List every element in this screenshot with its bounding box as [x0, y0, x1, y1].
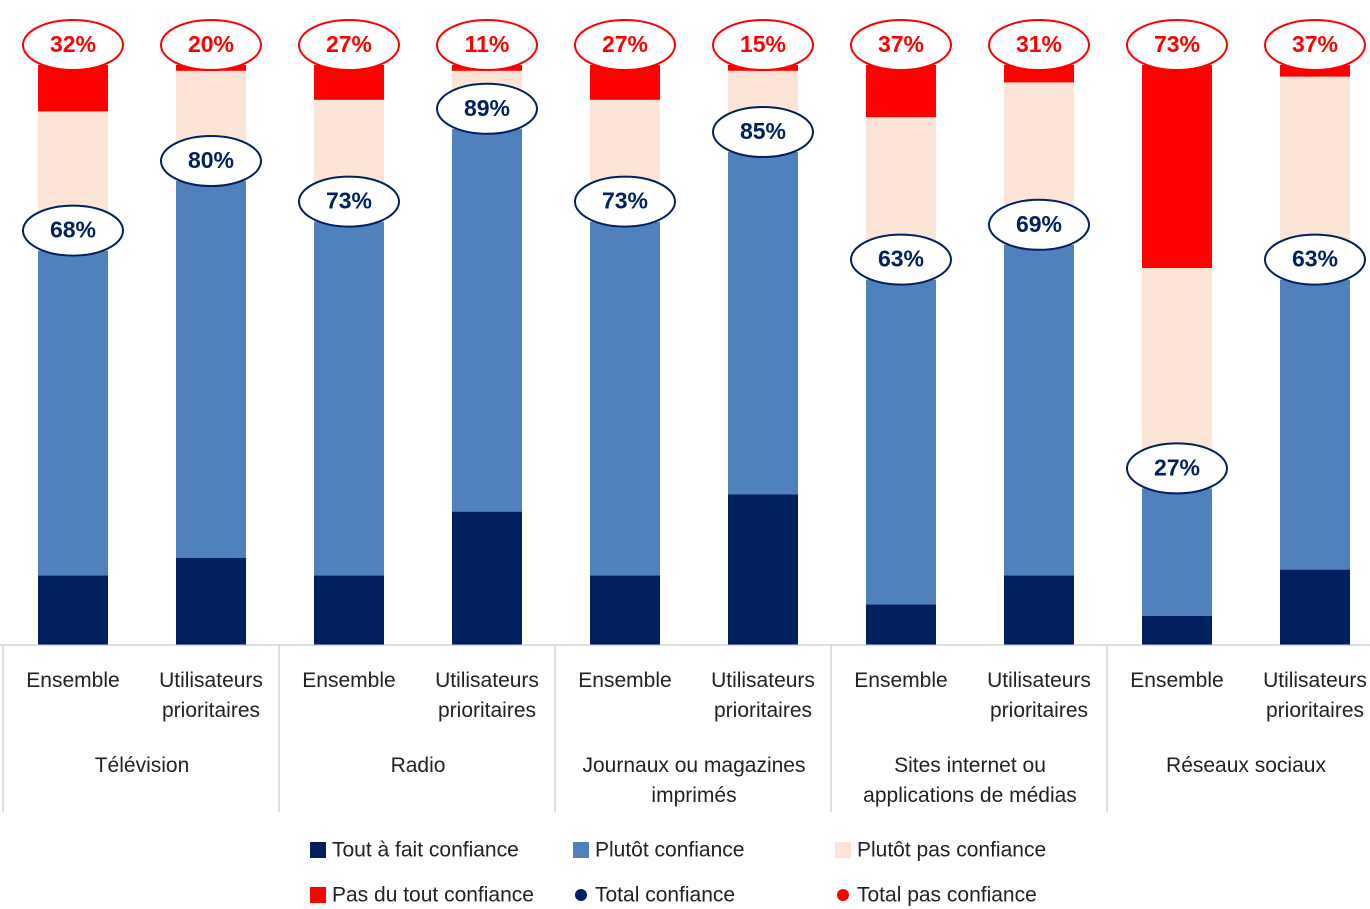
total-marker: [1264, 19, 1366, 71]
total-marker: [22, 19, 124, 71]
value-label: 85%: [740, 118, 786, 144]
bar-segment: [452, 128, 522, 512]
value-label: 73%: [1154, 31, 1200, 57]
value-label: 37%: [878, 31, 924, 57]
x-tick-label: Utilisateurs prioritaires: [987, 669, 1091, 722]
bar-segment: [38, 575, 108, 645]
bar-segment: [1280, 279, 1350, 570]
value-label: 27%: [602, 31, 648, 57]
value-label: 80%: [188, 147, 234, 173]
bar-segment: [728, 494, 798, 645]
total-marker: [1264, 233, 1366, 286]
group-label: Télévision: [94, 754, 190, 777]
value-label: 11%: [465, 31, 510, 57]
value-label: 15%: [740, 31, 786, 57]
total-marker: [574, 19, 676, 71]
total-marker: [988, 198, 1090, 251]
value-label: 89%: [464, 95, 510, 121]
total-marker: [160, 135, 262, 187]
total-marker: [298, 175, 400, 228]
legend-swatch: [835, 842, 851, 858]
bar-segment: [866, 65, 936, 118]
value-label: 20%: [188, 31, 234, 57]
bar-segment: [314, 575, 384, 645]
bar-segment: [176, 181, 246, 558]
value-label: 73%: [326, 188, 372, 214]
legend-label: Total confiance: [595, 884, 735, 907]
group-label: Sites internet ou applications de médias: [863, 754, 1077, 807]
total-marker: [1126, 442, 1228, 495]
x-tick-label: Ensemble: [26, 669, 120, 692]
total-marker: [850, 19, 952, 71]
value-label: 63%: [1292, 246, 1338, 272]
total-marker: [160, 19, 262, 71]
legend-swatch: [310, 887, 326, 903]
x-tick-label: Ensemble: [302, 669, 396, 692]
bar-segment: [1004, 575, 1074, 645]
legend-swatch: [837, 889, 849, 901]
group-label: Réseaux sociaux: [1166, 754, 1326, 777]
x-tick-label: Utilisateurs prioritaires: [1263, 669, 1367, 722]
bar-segment: [866, 279, 936, 605]
total-marker: [22, 204, 124, 257]
x-tick-label: Utilisateurs prioritaires: [711, 669, 815, 722]
bar-segment: [1142, 616, 1212, 645]
legend-label: Tout à fait confiance: [332, 839, 519, 862]
bar-segment: [314, 221, 384, 576]
x-tick-label: Ensemble: [578, 669, 672, 692]
total-marker: [436, 19, 538, 71]
x-tick-label: Utilisateurs prioritaires: [435, 669, 539, 722]
value-label: 73%: [602, 188, 648, 214]
bar-segment: [1142, 488, 1212, 616]
value-label: 27%: [1154, 454, 1200, 480]
bar-segment: [1142, 65, 1212, 268]
total-marker: [574, 175, 676, 228]
bar-segment: [1280, 569, 1350, 645]
legend-swatch: [310, 842, 326, 858]
bar-segment: [866, 604, 936, 645]
legend-swatch: [573, 842, 589, 858]
legend-label: Plutôt confiance: [595, 839, 744, 862]
legend-label: Pas du tout confiance: [332, 884, 534, 907]
value-label: 27%: [326, 31, 372, 57]
bar-segment: [176, 558, 246, 645]
x-tick-label: Utilisateurs prioritaires: [159, 669, 263, 722]
total-marker: [436, 82, 538, 135]
bar-segment: [1004, 244, 1074, 576]
value-label: 69%: [1016, 211, 1062, 237]
bar-segment: [38, 65, 108, 112]
bar-segment: [452, 511, 522, 645]
total-marker: [988, 19, 1090, 71]
value-label: 63%: [878, 246, 924, 272]
legend-label: Total pas confiance: [857, 884, 1037, 907]
x-tick-label: Ensemble: [854, 669, 948, 692]
bar-segment: [728, 152, 798, 495]
value-label: 31%: [1016, 31, 1062, 57]
value-label: 32%: [50, 31, 96, 57]
total-marker: [298, 19, 400, 71]
legend-swatch: [575, 889, 587, 901]
bar-segment: [38, 250, 108, 576]
total-marker: [1126, 19, 1228, 71]
x-tick-label: Ensemble: [1130, 669, 1224, 692]
total-marker: [712, 19, 814, 71]
value-label: 68%: [50, 217, 96, 243]
legend-label: Plutôt pas confiance: [857, 839, 1046, 862]
total-marker: [850, 233, 952, 286]
value-label: 37%: [1292, 31, 1338, 57]
total-marker: [712, 106, 814, 158]
bar-segment: [590, 575, 660, 645]
bar-segment: [590, 221, 660, 576]
group-label: Journaux ou magazines imprimés: [582, 754, 806, 807]
group-label: Radio: [390, 754, 446, 777]
